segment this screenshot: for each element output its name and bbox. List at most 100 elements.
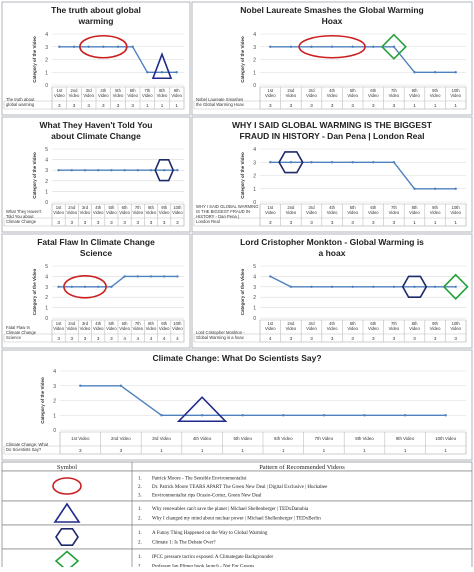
- legend-item-number: 2.: [138, 485, 142, 490]
- data-point: [433, 285, 437, 288]
- series-name: Climate Change: What: [6, 442, 49, 447]
- series-name: What They Haven't: [6, 209, 42, 214]
- data-table-value: 3: [310, 103, 313, 108]
- data-point: [433, 71, 437, 74]
- x-tick-label: 9th: [432, 205, 438, 210]
- x-tick-label: 3rd: [86, 88, 93, 93]
- y-tick-label: 3: [253, 45, 256, 51]
- x-tick-label: 6th: [130, 88, 136, 93]
- data-point: [269, 161, 272, 164]
- x-tick-label: 3rd: [308, 321, 315, 326]
- series-name: Science: [6, 335, 22, 340]
- x-tick-label: 5th: [350, 321, 356, 326]
- y-tick-label: 4: [45, 158, 48, 164]
- series-name: Nobel Laureate Smashes: [196, 97, 243, 102]
- x-tick-label: 1st: [268, 205, 274, 210]
- legend-item-text: Patrick Moore - The Sensible Environment…: [152, 476, 247, 481]
- series-line: [58, 275, 178, 288]
- y-tick-label: 3: [45, 285, 48, 291]
- x-tick-label: Video: [119, 210, 130, 215]
- x-tick-label: 8th Video: [355, 436, 374, 441]
- data-point: [413, 187, 416, 190]
- y-tick-label: 4: [45, 32, 48, 38]
- series-line: [80, 385, 446, 416]
- x-tick-label: 10th: [452, 205, 461, 210]
- data-point: [176, 169, 179, 172]
- chart-panel: Lord Cristopher Monkton - Global Warming…: [191, 233, 473, 349]
- data-point: [136, 275, 139, 278]
- x-tick-label: Video: [409, 93, 420, 98]
- data-table-value: 3: [58, 103, 61, 108]
- data-table-value: 4: [176, 336, 179, 341]
- legend-row-frame: [1, 524, 473, 550]
- series-name: WHY I SAID GLOBAL WARMING: [196, 204, 258, 209]
- x-tick-label: Video: [327, 93, 338, 98]
- data-table-value: 4: [137, 336, 140, 341]
- x-tick-label: 8th: [412, 205, 418, 210]
- x-tick-label: Video: [83, 93, 94, 98]
- data-point: [146, 71, 149, 74]
- x-tick-label: 3rd: [308, 88, 315, 93]
- data-point: [149, 169, 153, 172]
- legend-item-text: IPCC pressure tactics exposed. A Climate…: [152, 555, 274, 560]
- data-point: [322, 414, 326, 417]
- x-tick-label: Video: [286, 93, 297, 98]
- x-tick-label: Video: [171, 93, 182, 98]
- x-tick-label: 9th: [161, 205, 167, 210]
- data-table-value: 3: [87, 103, 90, 108]
- x-tick-label: Video: [450, 210, 461, 215]
- y-tick-label: 3: [253, 285, 256, 291]
- x-tick-label: 7th: [391, 205, 397, 210]
- x-tick-label: 8th: [148, 205, 154, 210]
- data-table-value: 3: [372, 103, 375, 108]
- data-point: [433, 187, 437, 190]
- series-name: IS THE BIGGEST FRAUD IN: [196, 209, 250, 214]
- panel-frame: [1, 116, 191, 233]
- data-point: [282, 414, 285, 417]
- y-tick-label: 5: [45, 264, 48, 270]
- x-tick-label: Video: [54, 93, 65, 98]
- y-axis-label: Category of the Video: [240, 36, 245, 83]
- x-tick-label: Video: [106, 210, 117, 215]
- legend-item-number: 1.: [138, 507, 142, 512]
- data-point: [70, 169, 74, 172]
- y-tick-label: 0: [253, 83, 256, 89]
- chart-title: FRAUD IN HISTORY - Dan Pena | London Rea…: [240, 131, 425, 141]
- x-tick-label: 2nd: [287, 321, 295, 326]
- y-axis-label: Category of the Video: [40, 377, 45, 424]
- data-point: [97, 169, 100, 172]
- data-table-value: 3: [372, 336, 375, 341]
- data-table-value: 4: [163, 336, 166, 341]
- y-tick-label: 1: [253, 306, 256, 312]
- data-table-value: 1: [404, 448, 407, 453]
- data-point: [176, 275, 179, 278]
- y-tick-label: 4: [53, 369, 56, 375]
- x-tick-label: 6th: [370, 321, 376, 326]
- x-tick-label: Video: [450, 93, 461, 98]
- y-tick-label: 4: [253, 274, 256, 280]
- data-table-value: 3: [71, 220, 74, 225]
- legend-row: 1. IPCC pressure tactics exposed. A Clima…: [1, 548, 473, 572]
- x-tick-label: Video: [69, 93, 80, 98]
- x-tick-label: Video: [347, 326, 358, 331]
- data-table-value: 3: [351, 220, 354, 225]
- data-table-value: 3: [102, 103, 105, 108]
- x-tick-label: 5th: [108, 205, 114, 210]
- chart-title: Science: [80, 248, 112, 258]
- legend-item-text: Why renewables can't save the planet | M…: [152, 507, 309, 512]
- triangle-marker: [151, 51, 173, 80]
- data-table-value: 4: [123, 336, 126, 341]
- x-tick-label: Video: [53, 210, 64, 215]
- data-point: [97, 285, 100, 288]
- y-axis-label: Category of the Video: [240, 269, 245, 316]
- x-tick-label: Video: [98, 93, 109, 98]
- x-tick-label: Video: [53, 326, 64, 331]
- y-tick-label: 2: [53, 399, 56, 405]
- x-tick-label: 4th: [329, 205, 335, 210]
- x-tick-label: Video: [368, 93, 379, 98]
- y-tick-label: 1: [45, 306, 48, 312]
- y-tick-label: 5: [45, 147, 48, 153]
- x-tick-label: Video: [389, 210, 400, 215]
- data-point: [163, 275, 166, 278]
- data-point: [310, 161, 313, 164]
